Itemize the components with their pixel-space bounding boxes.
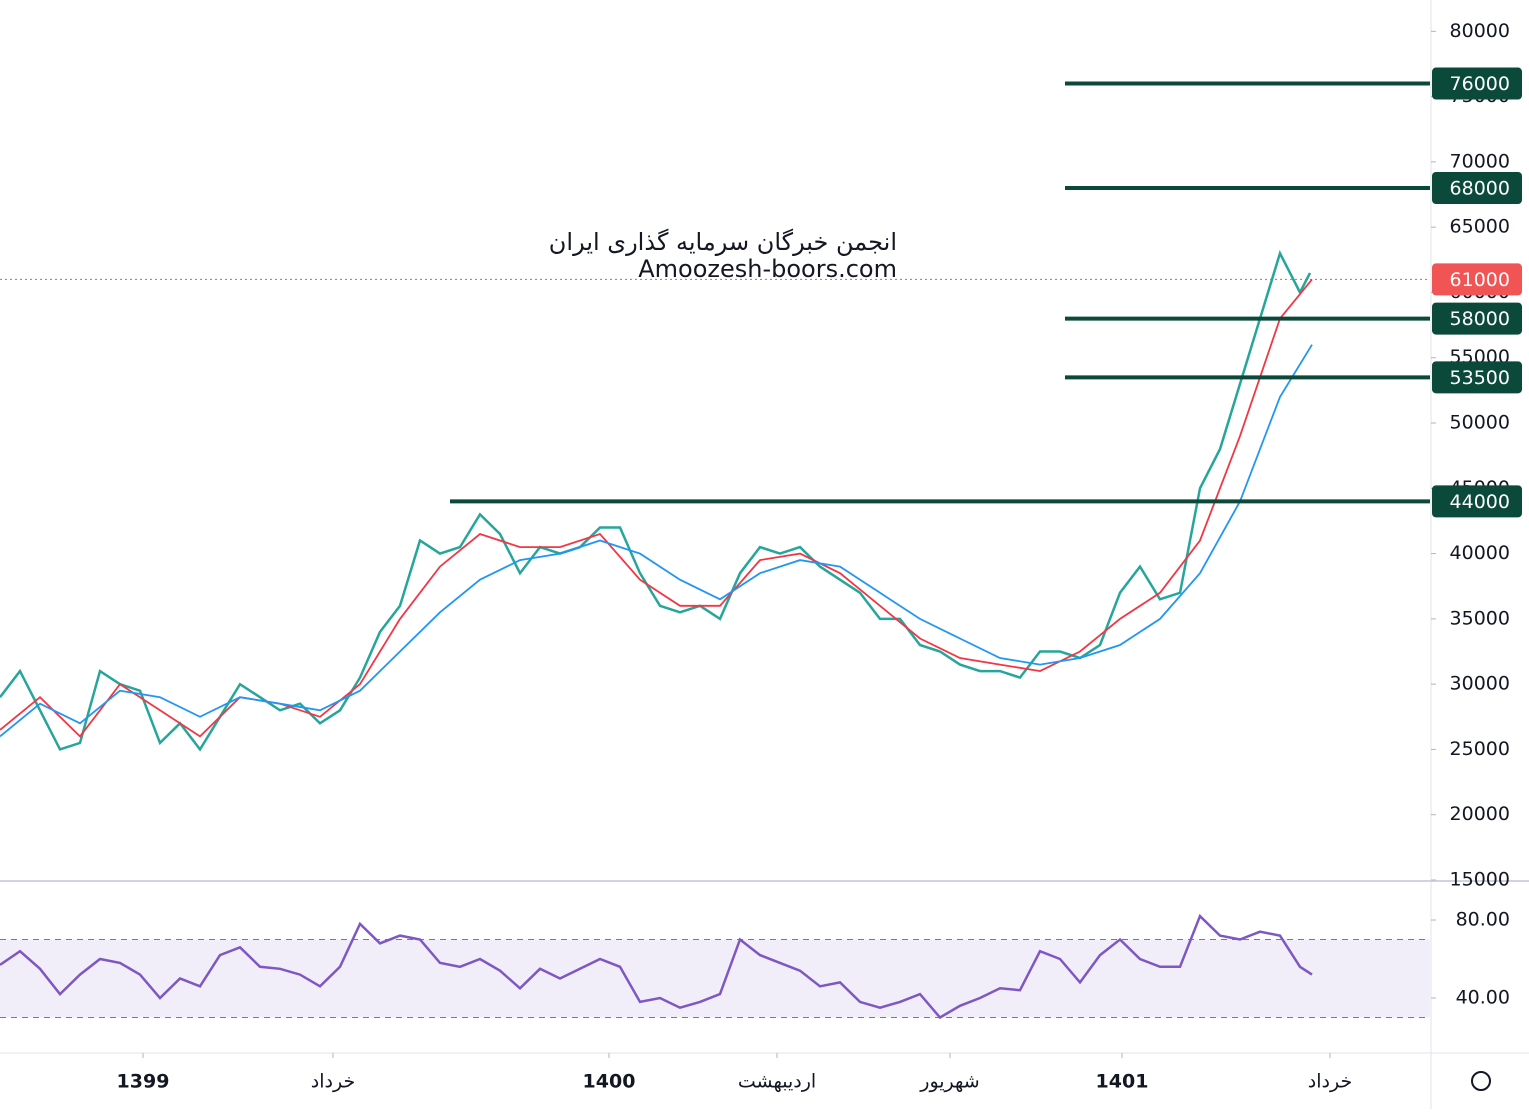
series-line: [0, 278, 1313, 738]
level-label: 76000: [1450, 73, 1510, 95]
x-tick-label: اردیبهشت: [738, 1071, 816, 1093]
settings-icon[interactable]: [1471, 1071, 1491, 1091]
level-label-box: [1432, 67, 1522, 100]
x-tick-label: 1399: [117, 1071, 170, 1093]
y-tick-label: 50000: [1450, 412, 1510, 434]
y-tick-label: 35000: [1450, 607, 1510, 629]
x-tick-label: 1401: [1096, 1071, 1149, 1093]
x-tick-label: 1400: [583, 1071, 636, 1093]
x-tick-label: خرداد: [311, 1071, 355, 1093]
y-tick-label: 15000: [1450, 869, 1510, 891]
y-tick-label: 25000: [1450, 738, 1510, 760]
y-tick-label: 40.00: [1456, 986, 1510, 1008]
watermark: Amoozesh-boors.com: [638, 255, 897, 283]
last-price-label: 61000: [1450, 269, 1510, 291]
y-tick-label: 80000: [1450, 20, 1510, 42]
level-label-box: [1432, 172, 1522, 205]
level-label-box: [1432, 485, 1522, 518]
y-tick-label: 80.00: [1456, 909, 1510, 931]
y-tick-label: 40000: [1450, 542, 1510, 564]
level-label-box: [1432, 302, 1522, 335]
x-tick-label: شهریور: [919, 1071, 979, 1093]
level-label-box: [1432, 361, 1522, 394]
watermark: انجمن خبرگان سرمایه گذاری ایران: [549, 228, 897, 256]
level-label: 53500: [1450, 367, 1510, 389]
level-label: 58000: [1450, 308, 1510, 330]
y-tick-label: 70000: [1450, 150, 1510, 172]
x-tick-label: خرداد: [1308, 1071, 1352, 1093]
last-price-box: [1432, 263, 1522, 296]
y-tick-label: 30000: [1450, 673, 1510, 695]
series-line: [0, 913, 1313, 1020]
rsi-band-fill: [0, 939, 1430, 1018]
level-label: 68000: [1450, 178, 1510, 200]
series-line: [0, 344, 1313, 738]
y-tick-label: 65000: [1450, 216, 1510, 238]
y-tick-label: 20000: [1450, 803, 1510, 825]
level-label: 44000: [1450, 491, 1510, 513]
